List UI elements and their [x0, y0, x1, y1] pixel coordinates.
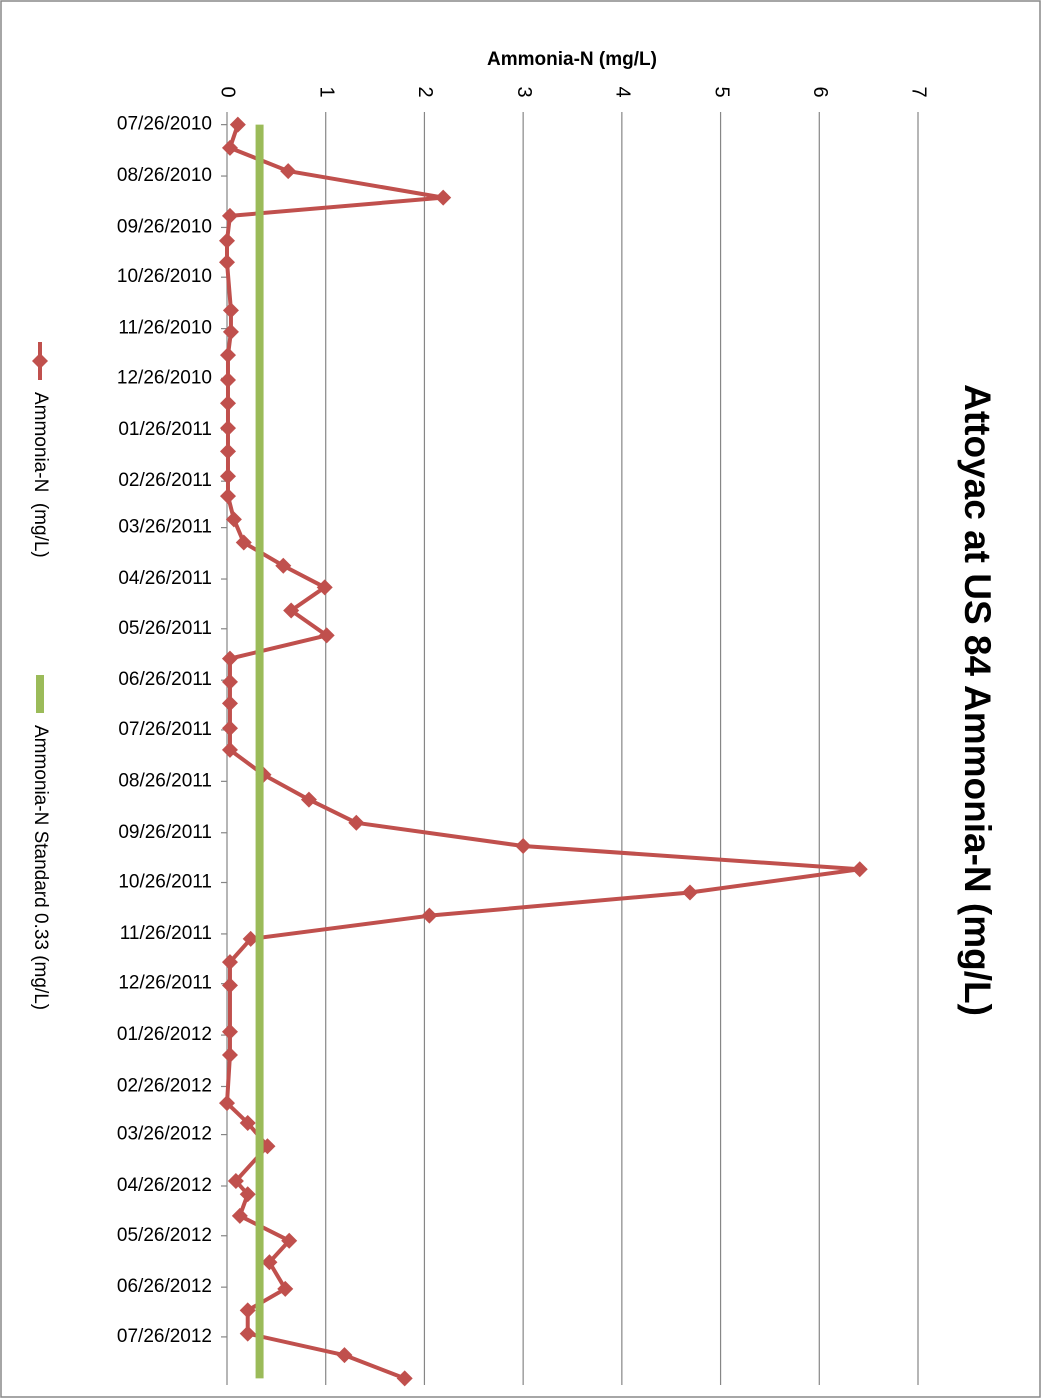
data-point [681, 884, 698, 901]
data-point [242, 930, 259, 947]
data-point [222, 302, 239, 319]
data-point [219, 443, 236, 460]
data-point [219, 232, 235, 249]
data-point [219, 420, 236, 437]
value-axis-title: Ammonia-N (mg/L) [487, 49, 657, 70]
date-tick-label: 12/26/2011 [118, 973, 212, 994]
value-tick-label: 5 [710, 86, 732, 97]
date-tick-label: 07/26/2011 [118, 719, 212, 740]
date-tick-label: 06/26/2011 [118, 669, 212, 690]
value-tick-label: 3 [513, 86, 535, 97]
data-point [227, 1173, 244, 1190]
data-point [222, 323, 239, 340]
data-point [219, 347, 236, 364]
data-point [219, 372, 236, 389]
legend-marker [32, 353, 48, 369]
date-tick-label: 01/26/2012 [117, 1024, 212, 1045]
data-point [239, 1325, 256, 1342]
date-tick-label: 11/26/2010 [118, 318, 212, 339]
date-tick-label: 02/26/2012 [117, 1076, 212, 1097]
data-point [221, 954, 238, 971]
date-tick-label: 03/26/2011 [118, 517, 212, 538]
date-tick-label: 05/26/2012 [117, 1225, 212, 1246]
date-tick-label: 04/26/2012 [117, 1175, 212, 1196]
data-point [348, 814, 365, 831]
data-point [239, 1302, 256, 1319]
data-point [239, 1114, 256, 1131]
data-point [515, 838, 532, 855]
date-tick-label: 07/26/2010 [117, 114, 212, 135]
data-point [280, 163, 297, 180]
value-tick-label: 6 [809, 86, 831, 97]
date-tick-label: 07/26/2012 [117, 1326, 212, 1347]
chart-title: Attoyac at US 84 Ammonia-N (mg/L) [957, 384, 998, 1016]
date-tick-label: 11/26/2011 [120, 923, 212, 944]
data-point [851, 861, 868, 878]
data-point [219, 395, 236, 412]
data-point [277, 1280, 294, 1297]
data-point [316, 579, 333, 596]
data-point [336, 1347, 353, 1364]
date-tick-label: 10/26/2010 [117, 266, 212, 287]
value-tick-label: 7 [908, 86, 930, 97]
data-point [219, 1095, 235, 1112]
data-point [219, 488, 236, 505]
data-point [221, 1046, 238, 1063]
data-point [281, 1232, 298, 1249]
date-tick-label: 06/26/2012 [117, 1276, 212, 1297]
data-point [261, 1254, 278, 1271]
data-point [219, 254, 235, 271]
data-point [219, 468, 236, 485]
data-point [239, 1186, 256, 1203]
value-tick-label: 4 [612, 86, 634, 97]
date-tick-label: 08/26/2010 [117, 165, 212, 186]
value-tick-label: 2 [414, 86, 436, 97]
series-line [225, 123, 862, 1381]
value-tick-label: 0 [217, 86, 239, 97]
date-tick-label: 01/26/2011 [118, 419, 212, 440]
data-point [318, 627, 335, 644]
data-point [235, 534, 252, 551]
data-point [275, 557, 292, 574]
data-point [221, 720, 238, 737]
data-point [221, 741, 238, 758]
data-point [221, 695, 238, 712]
date-tick-label: 04/26/2011 [118, 568, 212, 589]
legend-label: Ammonia-N (mg/L) [30, 392, 51, 558]
date-tick-label: 10/26/2011 [118, 872, 212, 893]
data-point [300, 791, 317, 808]
data-point [229, 116, 246, 133]
legend-label: Ammonia-N Standard 0.33 (mg/L) [30, 725, 51, 1010]
data-point [421, 907, 438, 924]
data-point [221, 139, 238, 156]
data-point [396, 1370, 413, 1387]
data-point [221, 650, 238, 667]
data-point [231, 1207, 248, 1224]
data-point [221, 673, 238, 690]
date-tick-label: 02/26/2011 [118, 470, 212, 491]
data-point [221, 207, 238, 224]
data-point [435, 189, 452, 206]
date-tick-label: 03/26/2012 [117, 1124, 212, 1145]
date-tick-label: 05/26/2011 [118, 618, 212, 639]
date-tick-label: 09/26/2010 [117, 216, 212, 237]
data-point [221, 1023, 238, 1040]
data-point [221, 977, 238, 994]
date-tick-label: 12/26/2010 [117, 367, 212, 388]
date-tick-label: 09/26/2011 [118, 822, 212, 843]
value-tick-label: 1 [315, 86, 337, 97]
data-point [283, 602, 300, 619]
data-point [225, 511, 242, 528]
date-tick-label: 08/26/2011 [118, 770, 212, 791]
